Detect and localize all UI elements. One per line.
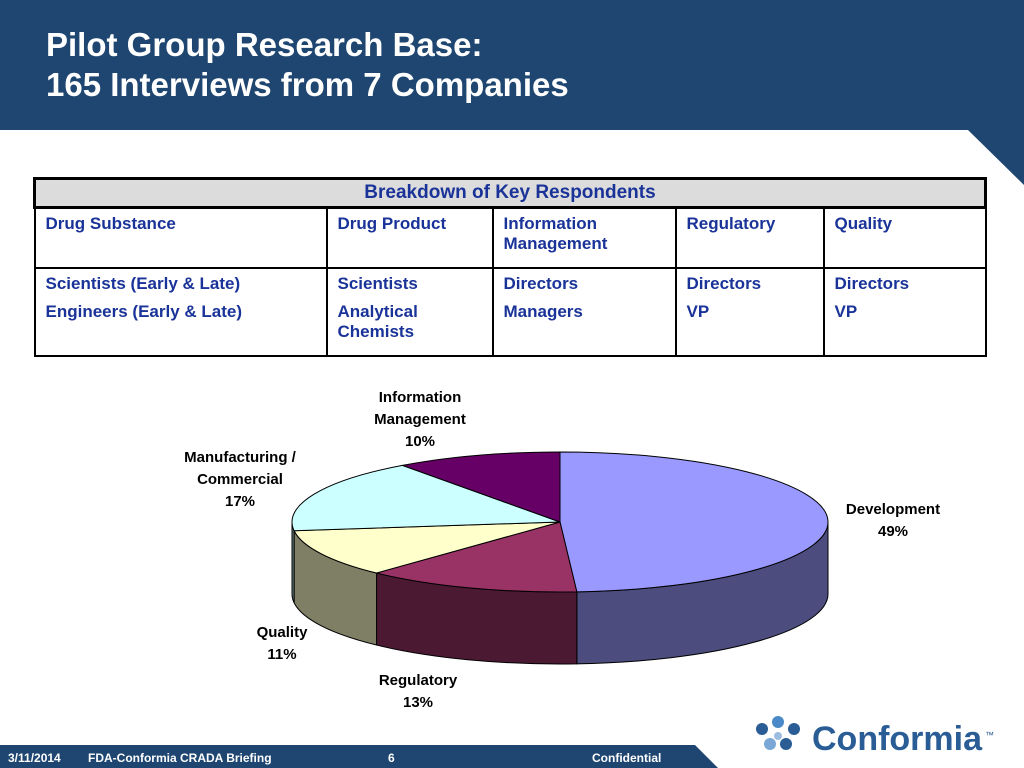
role-cell: Scientists Analytical Chemists — [325, 266, 494, 357]
column-header: Information Management — [491, 206, 677, 269]
respondents-table: Breakdown of Key Respondents Drug Substa… — [33, 177, 987, 357]
pie-side — [291, 521, 295, 603]
data-label: Regulatory 13% — [363, 670, 473, 714]
data-label: Quality 11% — [232, 622, 332, 666]
role-cell: Scientists (Early & Late) Engineers (Earl… — [33, 266, 328, 357]
category-label: Information Management — [374, 389, 466, 428]
footer-date: 3/11/2014 — [8, 751, 61, 765]
footer-band — [0, 745, 718, 768]
value-label: 13% — [402, 694, 434, 711]
category-label: Manufacturing / Commercial — [184, 449, 296, 488]
role: Directors — [834, 273, 910, 293]
footer-page: 6 — [388, 751, 395, 765]
footer-briefing: FDA-Conformia CRADA Briefing — [88, 751, 272, 765]
logo-mark — [756, 716, 800, 750]
value-label: 49% — [877, 523, 909, 540]
category-label: Regulatory — [378, 672, 458, 689]
role: Directors — [686, 273, 762, 293]
value-label: 17% — [224, 493, 256, 510]
pie-slice — [400, 451, 561, 523]
role: VP — [686, 301, 710, 321]
value-label: 10% — [404, 433, 436, 450]
pie-chart — [291, 451, 829, 665]
pie-slice — [559, 451, 829, 593]
data-label: Manufacturing / Commercial 17% — [165, 447, 315, 513]
role-cell: Directors Managers — [491, 266, 677, 357]
table-title: Breakdown of Key Respondents — [33, 177, 987, 209]
column-header: Drug Substance — [33, 206, 328, 269]
role: Managers — [503, 301, 583, 321]
pie-slice — [291, 464, 561, 532]
footer-confidential: Confidential — [592, 751, 662, 765]
role: Directors — [503, 273, 579, 293]
role: Scientists — [337, 273, 418, 293]
role: Scientists (Early & Late) — [45, 273, 241, 293]
data-label: Development 49% — [828, 499, 958, 543]
role: VP — [834, 301, 858, 321]
column-header: Regulatory — [674, 206, 825, 269]
data-label: Information Management 10% — [355, 387, 485, 453]
header-band — [0, 0, 1024, 185]
pie-slice — [374, 521, 578, 593]
role-cell: Directors VP — [674, 266, 825, 357]
logo-tm: ™ — [985, 730, 994, 740]
role-cell: Directors VP — [822, 266, 987, 357]
category-label: Development — [845, 501, 941, 518]
role: Analytical Chemists — [337, 301, 418, 341]
title: Pilot Group Research Base: — [46, 26, 483, 63]
column-header: Drug Product — [325, 206, 494, 269]
logo-text: Conformia — [812, 720, 983, 758]
pie-slice — [293, 521, 561, 574]
column-header: Quality — [822, 206, 987, 269]
role: Engineers (Early & Late) — [45, 301, 243, 321]
value-label: 11% — [267, 646, 297, 663]
title: 165 Interviews from 7 Companies — [46, 66, 569, 103]
category-label: Quality — [256, 624, 308, 641]
